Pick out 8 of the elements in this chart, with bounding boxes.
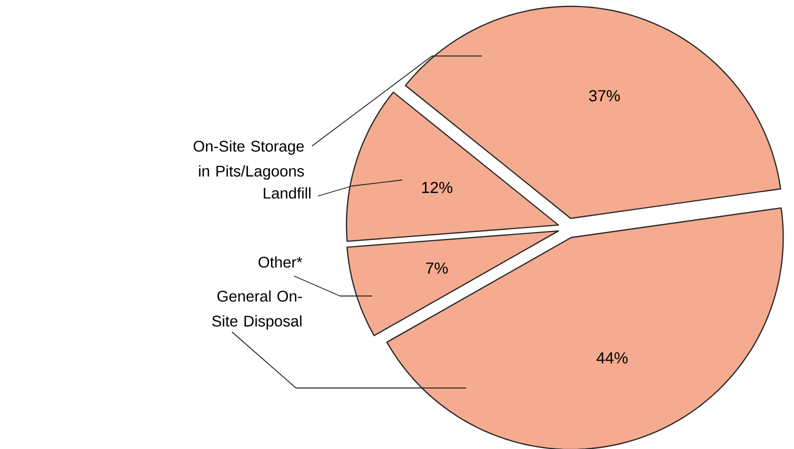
slice-label: General On-Site Disposal xyxy=(212,290,302,330)
slice-label: Other* xyxy=(258,256,302,268)
slice-label: Landfill xyxy=(264,187,310,199)
data-label: 37% xyxy=(589,90,620,102)
data-label: 7% xyxy=(426,262,448,274)
data-label: 44% xyxy=(596,352,628,364)
slice-label: On-Site Storage in Pits/Lagoons xyxy=(194,140,304,180)
data-label: 12% xyxy=(422,182,452,194)
